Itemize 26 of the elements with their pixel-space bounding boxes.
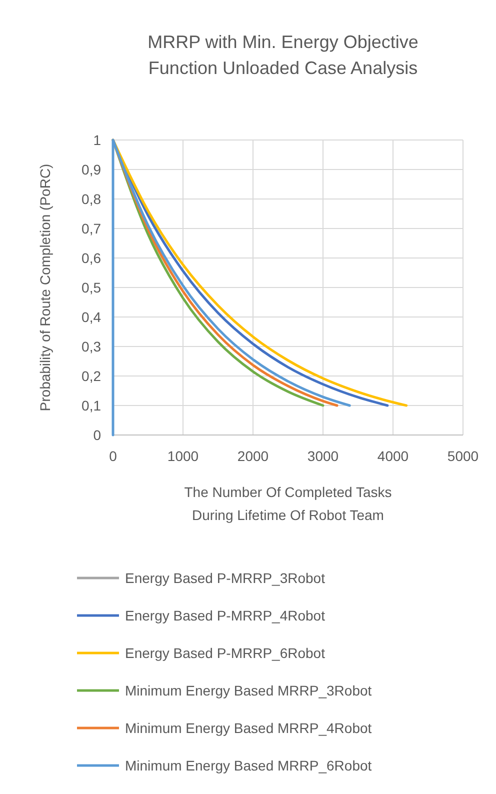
y-tick-label: 0,2 <box>82 368 102 384</box>
legend-label: Energy Based P-MRRP_6Robot <box>125 644 326 661</box>
y-tick-label: 0,1 <box>82 397 102 414</box>
x-axis-title: The Number Of Completed Tasks During Lifetime Of Robot Team <box>184 484 392 523</box>
x-tick-label: 1000 <box>167 448 199 464</box>
y-tick-label: 1 <box>93 132 102 148</box>
y-tick-label: 0,4 <box>82 308 102 325</box>
x-tick-label: 3000 <box>307 448 339 464</box>
y-tick-label: 0,3 <box>82 338 102 354</box>
y-tick-label: 0,6 <box>82 250 102 266</box>
legend-label: Energy Based P-MRRP_4Robot <box>125 607 326 624</box>
legend-label: Minimum Energy Based MRRP_4Robot <box>125 720 372 736</box>
legend-label: Energy Based P-MRRP_3Robot <box>125 570 326 586</box>
y-tick-label: 0,7 <box>82 220 102 236</box>
x-tick-label: 4000 <box>377 448 409 464</box>
y-tick-label: 0,8 <box>82 190 102 207</box>
y-tick-label: 0 <box>93 426 102 443</box>
x-tick-label: 2000 <box>237 448 269 464</box>
x-tick-label: 5000 <box>447 448 479 464</box>
legend-label: Minimum Energy Based MRRP_3Robot <box>125 682 372 698</box>
y-tick-label: 0,5 <box>82 279 102 296</box>
x-tick-label: 0 <box>109 448 118 464</box>
y-axis-title: Probability of Route Completion (PoRC) <box>37 164 53 412</box>
chart-title: MRRP with Min. Energy Objective Function Unloaded Case Analysis <box>148 32 418 78</box>
y-tick-label: 0,9 <box>82 161 102 178</box>
legend-label: Minimum Energy Based MRRP_6Robot <box>125 757 372 774</box>
